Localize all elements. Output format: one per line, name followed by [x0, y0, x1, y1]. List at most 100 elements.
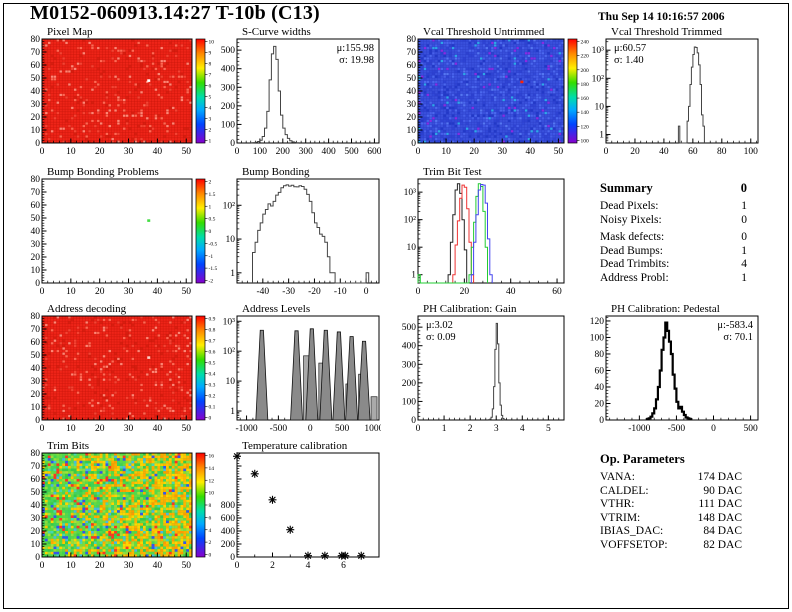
svg-text:0.8: 0.8 — [209, 328, 216, 334]
summary-panel: Summary 0 Dead Pixels: 1 Noisy Pixels: 0 Mas… — [600, 181, 747, 285]
op-parameter-row: IBIAS_DAC: 84 DAC — [600, 525, 742, 539]
svg-text:4: 4 — [520, 424, 525, 433]
svg-text:200: 200 — [276, 147, 291, 156]
page-title: M0152-060913.14:27 T-10b (C13) — [30, 2, 320, 24]
svg-text:140: 140 — [581, 110, 590, 116]
svg-text:10: 10 — [209, 40, 215, 46]
svg-text:80: 80 — [31, 312, 41, 322]
chart-temp-cal: 0 2 4 6 0 200 400 600 800 Temperature calibration — [211, 439, 381, 571]
svg-text:-40: -40 — [256, 287, 269, 296]
svg-text:30: 30 — [124, 287, 134, 296]
summary-label: Noisy Pixels: — [600, 213, 662, 226]
svg-text:120: 120 — [581, 124, 590, 130]
svg-text:30: 30 — [31, 240, 41, 250]
chart-vcal-untrimmed: 240 220 200 180 160 140 120 100 0 10 20 30 40 50 0 10 20… — [391, 25, 595, 157]
svg-text:50: 50 — [181, 147, 191, 156]
chart-vcal-trimmed: 0 20 40 60 80 100 1 10 10² 10³ μ:60.57 σ: 1.40 Vcal … — [583, 25, 787, 157]
chart-canvas-address-decoding: 0.90.80.70.60.50.40.30.20.100 10 20 30 40 500… — [31, 303, 216, 434]
summary-value: 4 — [741, 258, 747, 270]
svg-text:10²: 10² — [404, 216, 417, 226]
summary-value: 1 — [741, 271, 747, 284]
chart-bump-problems: 2 1.5 1 0.5 0 -0.5 -1 -1.5 -2 0 10 20 30 40 50 0 10 20 30 4… — [18, 165, 228, 297]
svg-text:0.7: 0.7 — [209, 339, 216, 345]
svg-text:40: 40 — [31, 364, 41, 374]
chart-bump-bonding: -40 -30 -20 -10 0 1 10 10² Bump Bonding — [211, 165, 381, 297]
svg-text:600: 600 — [367, 147, 381, 156]
svg-text:0: 0 — [40, 147, 45, 156]
svg-text:180: 180 — [581, 82, 590, 88]
svg-text:80: 80 — [407, 35, 417, 45]
svg-text:100: 100 — [590, 333, 605, 343]
svg-text:60: 60 — [31, 201, 41, 211]
svg-text:10³: 10³ — [404, 188, 417, 198]
svg-text:50: 50 — [554, 147, 564, 156]
svg-text:0.6: 0.6 — [209, 350, 216, 356]
svg-text:0: 0 — [599, 416, 604, 426]
op-parameter-value: 148 DAC — [697, 511, 742, 524]
op-parameter-row: VTRIM: 148 DAC — [600, 512, 742, 526]
svg-text:3: 3 — [209, 117, 212, 123]
svg-text:1: 1 — [442, 424, 447, 433]
svg-text:60: 60 — [31, 61, 41, 71]
summary-label: Address Probl: — [600, 271, 669, 284]
svg-text:Vcal Threshold Trimmed: Vcal Threshold Trimmed — [611, 26, 723, 38]
svg-text:1: 1 — [209, 139, 212, 145]
op-parameters-title: Op. Parameters — [600, 452, 685, 466]
svg-text:70: 70 — [31, 48, 41, 58]
svg-text:Vcal Threshold Untrimmed: Vcal Threshold Untrimmed — [423, 26, 545, 38]
svg-text:0: 0 — [416, 424, 421, 433]
svg-text:200: 200 — [581, 68, 590, 74]
op-parameter-row: CALDEL: 90 DAC — [600, 485, 742, 499]
svg-text:0: 0 — [40, 424, 45, 433]
svg-text:μ:-583.4: μ:-583.4 — [717, 320, 753, 331]
svg-text:50: 50 — [31, 214, 41, 224]
svg-text:0: 0 — [230, 139, 235, 149]
svg-text:Address Levels: Address Levels — [242, 303, 310, 315]
svg-text:5: 5 — [209, 95, 212, 101]
svg-text:-20: -20 — [308, 287, 321, 296]
summary-label: Dead Trimbits: — [600, 258, 670, 270]
svg-text:1: 1 — [230, 407, 235, 417]
svg-text:500: 500 — [221, 46, 236, 56]
svg-text:0: 0 — [411, 416, 416, 426]
svg-text:40: 40 — [153, 287, 163, 296]
svg-text:50: 50 — [181, 287, 191, 296]
svg-text:80: 80 — [31, 175, 41, 185]
chart-trimbit-test: 0 20 40 60 1 10 10² 10³ Trim Bit Test — [391, 165, 595, 297]
op-parameter-value: 174 DAC — [697, 471, 742, 483]
svg-text:0: 0 — [35, 139, 40, 149]
svg-text:μ:155.98: μ:155.98 — [337, 43, 374, 54]
svg-text:20: 20 — [95, 424, 105, 433]
op-parameter-row: VTHR: 111 DAC — [600, 498, 742, 512]
svg-text:100: 100 — [221, 120, 236, 130]
svg-text:1000: 1000 — [364, 424, 381, 433]
svg-text:-30: -30 — [282, 287, 295, 296]
svg-text:80: 80 — [595, 350, 605, 360]
svg-text:40: 40 — [407, 87, 417, 97]
svg-text:40: 40 — [595, 383, 605, 393]
chart-pixel-map: 10 9 8 7 6 5 4 3 2 1 0 10 20 30 40 50 0 10 20 30 40 50 60 70 80 P… — [18, 25, 228, 157]
chart-canvas-vcal-trimmed: 0 20 40 60 80 100 1 10 10² 10³ μ:60.57σ: 1.40 Vcal … — [592, 26, 759, 157]
svg-text:40: 40 — [31, 227, 41, 237]
summary-value: 1 — [741, 244, 747, 257]
chart-scurve: 0 100 200 300 400 500 600 0 100 200 300 400 500 μ:155… — [211, 25, 382, 157]
svg-text:0.5: 0.5 — [209, 217, 216, 223]
svg-text:40: 40 — [153, 424, 163, 433]
svg-text:30: 30 — [31, 100, 41, 110]
svg-text:20: 20 — [595, 399, 605, 409]
svg-text:10: 10 — [66, 287, 76, 296]
svg-text:-0.5: -0.5 — [209, 241, 218, 247]
svg-text:μ:3.02: μ:3.02 — [426, 320, 453, 331]
svg-text:60: 60 — [552, 287, 562, 296]
svg-text:400: 400 — [321, 147, 336, 156]
chart-canvas-trimbit-test: 0 20 40 60 1 10 10² 10³ Trim Bit Test — [404, 166, 565, 297]
svg-text:S-Curve widths: S-Curve widths — [242, 26, 311, 38]
svg-text:240: 240 — [581, 40, 590, 46]
svg-text:0: 0 — [209, 416, 212, 422]
op-parameter-row: VANA: 174 DAC — [600, 471, 742, 485]
svg-text:Bump Bonding: Bump Bonding — [242, 166, 310, 178]
summary-rows: Dead Pixels: 1 Noisy Pixels: 0 Mask defects:… — [600, 200, 747, 285]
chart-canvas-ph-gain: 0 1 2 3 4 5 0 100 200 300 400 500 μ:3.02σ: 0.09 PH Ca… — [402, 303, 565, 434]
op-parameter-label: VTHR: — [600, 498, 635, 510]
